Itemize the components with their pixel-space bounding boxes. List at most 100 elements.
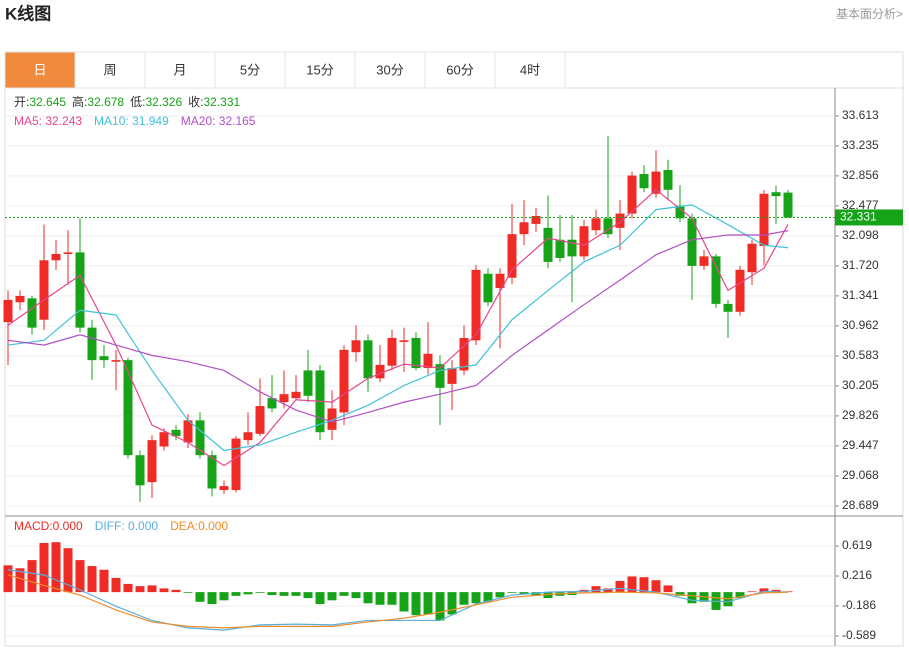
current-price-box: [835, 209, 903, 226]
candle-body: [135, 455, 145, 486]
candle-body: [423, 353, 433, 369]
tab[interactable]: [144, 51, 216, 89]
legend-entry: DIFF: 0.000: [95, 519, 159, 533]
ohlc-info: 开:32.645 高:32.678 低:32.326 收:32.331: [14, 94, 241, 109]
candle-body: [339, 349, 349, 413]
legend-entry: MA5: 32.243: [14, 114, 82, 128]
tab-label[interactable]: 15分: [306, 62, 333, 77]
tab-label[interactable]: 周: [103, 62, 116, 77]
tab[interactable]: [284, 51, 356, 89]
macd-bar: [375, 592, 385, 605]
tab-label[interactable]: 5分: [240, 62, 260, 77]
candle-body: [639, 173, 649, 189]
macd-bar: [243, 592, 253, 595]
candle-body: [375, 364, 385, 379]
ohlc-value: 32.645: [29, 95, 66, 109]
candle-body: [159, 432, 169, 447]
macd-bar: [63, 548, 73, 593]
candle-body: [603, 218, 613, 235]
candle-body: [543, 227, 553, 262]
candle-body: [747, 243, 757, 273]
macd-bar: [387, 592, 397, 605]
macd-bar: [471, 592, 481, 604]
macd-legend: MACD:0.000 DIFF: 0.000 DEA:0.000: [14, 519, 228, 533]
candle-body: [87, 327, 97, 361]
y-tick-label: 30.962: [842, 318, 879, 332]
macd-bar: [183, 592, 193, 593]
candle-body: [435, 364, 445, 388]
macd-bar: [423, 592, 433, 615]
ohlc-value: 32.326: [145, 95, 182, 109]
candle-body: [327, 408, 337, 430]
macd-bar: [135, 586, 145, 593]
macd-bar: [255, 592, 265, 593]
ohlc-value: 32.331: [203, 95, 240, 109]
page-title: K线图: [5, 3, 51, 23]
y-tick-label: 0.216: [842, 568, 872, 582]
tab-label[interactable]: 60分: [446, 62, 473, 77]
macd-bar: [75, 560, 85, 593]
macd-bar: [351, 592, 361, 599]
legend-entry: MA10: 31.949: [94, 114, 169, 128]
legend-entry: MA20: 32.165: [181, 114, 256, 128]
tab[interactable]: [214, 51, 286, 89]
candle-body: [771, 192, 781, 197]
macd-bar: [363, 592, 373, 604]
candle-body: [507, 234, 517, 278]
macd-bar: [687, 592, 697, 604]
candle-body: [495, 273, 505, 289]
tab-label[interactable]: 月: [173, 62, 186, 77]
macd-bar: [303, 592, 313, 599]
macd-bar: [159, 588, 169, 593]
macd-bar: [27, 560, 37, 593]
candle-body: [111, 360, 121, 362]
candle-body: [783, 192, 793, 218]
candle-body: [351, 340, 361, 353]
ohlc-value: 32.678: [87, 95, 124, 109]
candle-body: [627, 175, 637, 214]
macd-bar: [675, 592, 685, 596]
tab-label[interactable]: 30分: [376, 62, 403, 77]
macd-bar: [639, 577, 649, 593]
candle-body: [99, 356, 109, 361]
tab[interactable]: [354, 51, 426, 89]
candle-body: [3, 299, 13, 323]
macd-bar: [627, 576, 637, 593]
tab[interactable]: [74, 51, 146, 89]
candle-body: [687, 218, 697, 266]
tab-label[interactable]: 日: [33, 62, 46, 77]
ohlc-label: 开:: [14, 95, 29, 109]
candle-body: [147, 440, 157, 483]
y-tick-label: 28.689: [842, 498, 879, 512]
macd-bar: [99, 569, 109, 593]
candle-body: [411, 337, 421, 369]
macd-bar: [759, 588, 769, 593]
y-tick-label: 32.477: [842, 198, 879, 212]
macd-bar: [15, 568, 25, 593]
ohlc-label: 高:: [72, 94, 87, 109]
ohlc-label: 收:: [188, 95, 203, 109]
candle-body: [279, 394, 289, 403]
tab[interactable]: [494, 51, 566, 89]
indicator-line: [7, 569, 789, 631]
indicator-line: [7, 230, 789, 423]
y-tick-label: 33.235: [842, 138, 879, 152]
candle-body: [207, 455, 217, 489]
candle-body: [447, 368, 457, 384]
candle-body: [219, 486, 229, 491]
candle-body: [711, 256, 721, 304]
candle-body: [759, 193, 769, 247]
candle-body: [267, 398, 277, 409]
tab[interactable]: [4, 51, 76, 89]
macd-bar: [591, 586, 601, 593]
y-tick-label: 29.826: [842, 408, 879, 422]
macd-bar: [3, 565, 13, 593]
analysis-link[interactable]: 基本面分析>: [836, 7, 903, 21]
candle-body: [363, 340, 373, 379]
macd-bar: [771, 589, 781, 593]
candle-body: [663, 170, 673, 190]
candle-body: [471, 269, 481, 341]
y-tick-label: 31.720: [842, 258, 879, 272]
tab-label[interactable]: 4时: [520, 62, 540, 77]
